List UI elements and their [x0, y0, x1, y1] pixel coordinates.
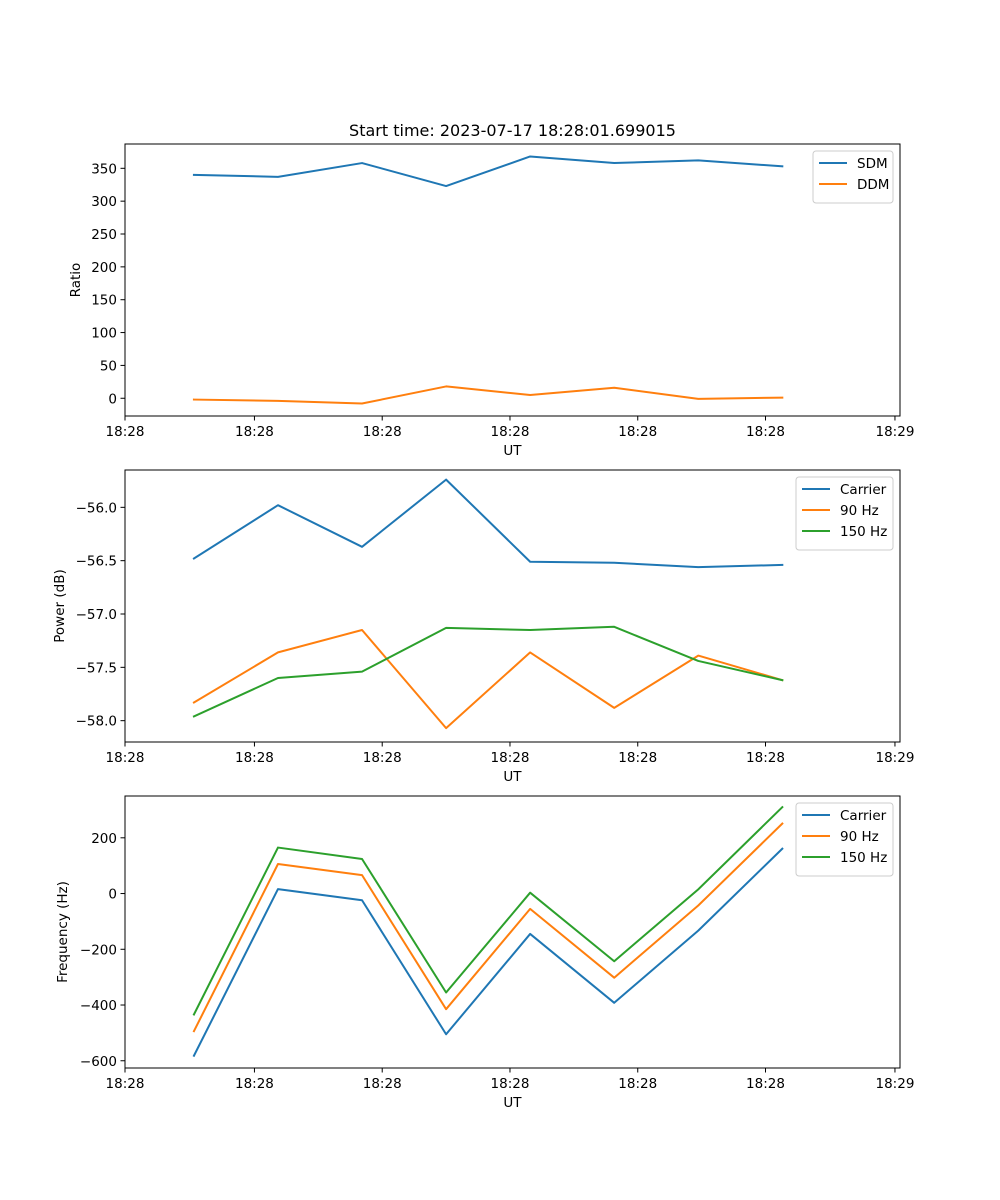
y-tick-label: 300 — [91, 194, 117, 210]
plots-container: 18:28 18:28 18:28 18:28 18:28 18:28 18:29 0 50 10… — [52, 143, 915, 1111]
plot-2: 18:28 18:28 18:28 18:28 18:28 18:28 18:29 −58.0… — [52, 469, 915, 785]
x-tick-label: 18:28 — [235, 750, 274, 766]
x-axis-label: UT — [503, 769, 522, 785]
x-axis-label: UT — [503, 443, 522, 459]
x-tick-label: 18:28 — [363, 750, 402, 766]
x-tick-label: 18:28 — [618, 1076, 657, 1092]
x-tick-label: 18:29 — [876, 424, 915, 440]
y-tick-label: −57.0 — [76, 607, 117, 623]
plot-frame — [124, 795, 901, 1069]
chart-title: Start time: 2023-07-17 18:28:01.699015 — [349, 121, 676, 140]
legend-label: 150 Hz — [840, 524, 887, 540]
y-tick-label: 350 — [91, 161, 117, 177]
y-tick-label: 150 — [91, 293, 117, 309]
legend-label: 90 Hz — [840, 829, 879, 845]
x-tick-label: 18:28 — [235, 1076, 274, 1092]
x-tick-label: 18:28 — [491, 1076, 530, 1092]
plot-frame — [124, 469, 901, 743]
y-tick-label: −600 — [80, 1054, 117, 1070]
legend-label: 150 Hz — [840, 850, 887, 866]
series-line-90-hz — [192, 629, 784, 730]
x-tick-label: 18:28 — [491, 424, 530, 440]
legend-label: SDM — [857, 156, 888, 172]
series-line-carrier — [192, 478, 784, 569]
y-axis-label: Frequency (Hz) — [55, 881, 71, 983]
legend: Carrier 90 Hz 150 Hz — [795, 802, 894, 877]
y-axis-label: Ratio — [68, 263, 84, 298]
y-tick-label: −400 — [80, 998, 117, 1014]
series-line-150-hz — [192, 805, 784, 1016]
x-tick-label: 18:28 — [746, 1076, 785, 1092]
legend: Carrier 90 Hz 150 Hz — [795, 476, 894, 551]
plot-frame — [124, 143, 901, 417]
x-tick-label: 18:28 — [746, 750, 785, 766]
x-tick-label: 18:28 — [235, 424, 274, 440]
y-tick-label: −200 — [80, 942, 117, 958]
y-axis-label: Power (dB) — [52, 569, 68, 642]
y-tick-label: 250 — [91, 227, 117, 243]
y-tick-label: −56.0 — [76, 500, 117, 516]
legend-label: Carrier — [840, 808, 887, 824]
x-tick-label: 18:28 — [363, 424, 402, 440]
series-line-90-hz — [192, 822, 784, 1033]
legend-label: 90 Hz — [840, 503, 879, 519]
legend: SDM DDM — [812, 150, 894, 204]
x-tick-label: 18:28 — [106, 750, 145, 766]
x-tick-label: 18:28 — [746, 424, 785, 440]
y-tick-label: 0 — [108, 391, 117, 407]
x-tick-label: 18:28 — [363, 1076, 402, 1092]
y-tick-label: 0 — [108, 887, 117, 903]
x-tick-label: 18:29 — [876, 750, 915, 766]
y-tick-label: 100 — [91, 326, 117, 342]
x-tick-label: 18:29 — [876, 1076, 915, 1092]
x-tick-label: 18:28 — [106, 424, 145, 440]
legend-label: DDM — [857, 177, 889, 193]
series-line-sdm — [192, 155, 784, 188]
legend-label: Carrier — [840, 482, 887, 498]
series-line-ddm — [192, 385, 784, 405]
y-tick-label: −56.5 — [76, 554, 117, 570]
y-tick-label: −58.0 — [76, 714, 117, 730]
plot-1: 18:28 18:28 18:28 18:28 18:28 18:28 18:29 0 50 10… — [68, 143, 915, 459]
x-tick-label: 18:28 — [618, 750, 657, 766]
y-tick-label: 200 — [91, 260, 117, 276]
y-tick-label: −57.5 — [76, 660, 117, 676]
x-tick-label: 18:28 — [491, 750, 530, 766]
y-tick-label: 200 — [91, 831, 117, 847]
x-axis-label: UT — [503, 1095, 522, 1111]
plot-3: 18:28 18:28 18:28 18:28 18:28 18:28 18:29 −600 −… — [55, 795, 915, 1111]
y-tick-label: 50 — [100, 358, 117, 374]
x-tick-label: 18:28 — [618, 424, 657, 440]
x-tick-label: 18:28 — [106, 1076, 145, 1092]
series-line-150-hz — [192, 625, 784, 718]
series-line-carrier — [192, 847, 784, 1058]
